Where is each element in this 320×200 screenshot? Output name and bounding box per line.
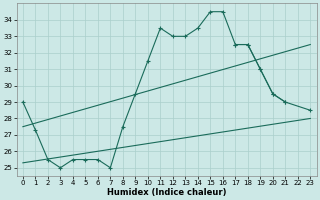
X-axis label: Humidex (Indice chaleur): Humidex (Indice chaleur) xyxy=(107,188,226,197)
